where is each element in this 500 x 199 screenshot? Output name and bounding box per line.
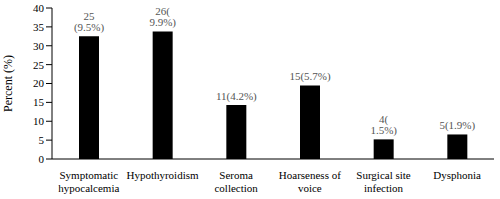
svg-text:15: 15: [33, 96, 45, 108]
svg-text:5(1.9%): 5(1.9%): [439, 119, 475, 132]
svg-text:collection: collection: [214, 182, 258, 194]
svg-text:26(9.9%): 26(9.9%): [149, 5, 176, 29]
svg-text:15(5.7%): 15(5.7%): [289, 70, 331, 83]
svg-text:Surgical site: Surgical site: [356, 169, 411, 181]
svg-text:20: 20: [33, 77, 45, 89]
svg-text:Percent (%): Percent (%): [8, 55, 15, 112]
svg-text:Dysphonia: Dysphonia: [433, 169, 481, 181]
svg-text:11(4.2%): 11(4.2%): [216, 90, 257, 103]
svg-text:25(9.5%): 25(9.5%): [74, 10, 105, 34]
svg-text:Seroma: Seroma: [219, 169, 253, 181]
svg-text:30: 30: [33, 40, 45, 52]
svg-text:Hypothyroidism: Hypothyroidism: [126, 169, 199, 181]
svg-text:Hoarseness of: Hoarseness of: [279, 169, 341, 181]
svg-text:voice: voice: [298, 182, 322, 194]
svg-text:10: 10: [33, 115, 45, 127]
svg-text:Symptomatic: Symptomatic: [59, 169, 118, 181]
svg-text:0: 0: [39, 153, 45, 165]
svg-text:5: 5: [39, 134, 45, 146]
svg-text:4(1.5%): 4(1.5%): [370, 113, 397, 137]
svg-text:40: 40: [33, 2, 45, 14]
svg-text:infection: infection: [364, 182, 404, 194]
svg-text:25: 25: [33, 59, 45, 71]
svg-text:35: 35: [33, 21, 45, 33]
svg-text:hypocalcemia: hypocalcemia: [58, 182, 119, 194]
